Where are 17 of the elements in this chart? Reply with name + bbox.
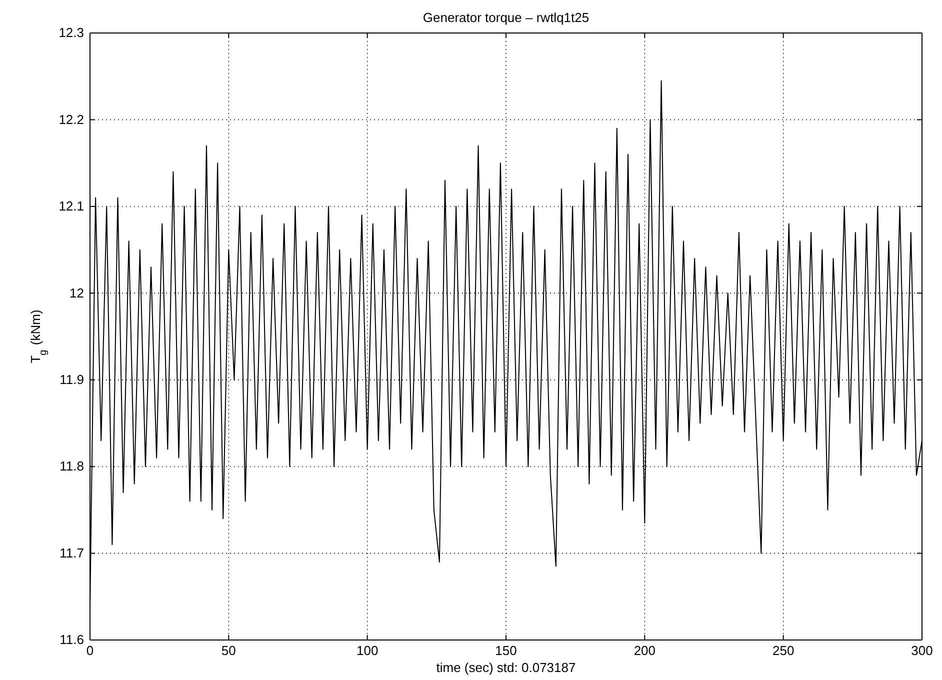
x-axis-title: time (sec) std: 0.073187 — [436, 660, 576, 675]
y-tick-label: 11.7 — [60, 545, 84, 560]
y-tick-label: 12.1 — [58, 198, 84, 214]
y-tick-label: 11.9 — [60, 372, 84, 388]
x-tick-label: 100 — [356, 643, 378, 658]
x-tick-label: 250 — [772, 643, 794, 658]
x-tick-label: 150 — [495, 643, 517, 658]
x-tick-label: 50 — [221, 643, 236, 658]
y-tick-label: 12.2 — [58, 112, 84, 127]
x-tick-label: 200 — [634, 643, 656, 658]
y-tick-label: 12 — [70, 285, 84, 300]
chart-title: Generator torque – rwtlq1t25 — [422, 10, 590, 25]
y-tick-label: 12.3 — [58, 25, 84, 40]
y-tick-label: 11.6 — [60, 632, 84, 648]
x-tick-label: 300 — [911, 643, 933, 658]
y-tick-label: 11.8 — [60, 458, 84, 474]
x-tick-label: 0 — [86, 643, 94, 658]
